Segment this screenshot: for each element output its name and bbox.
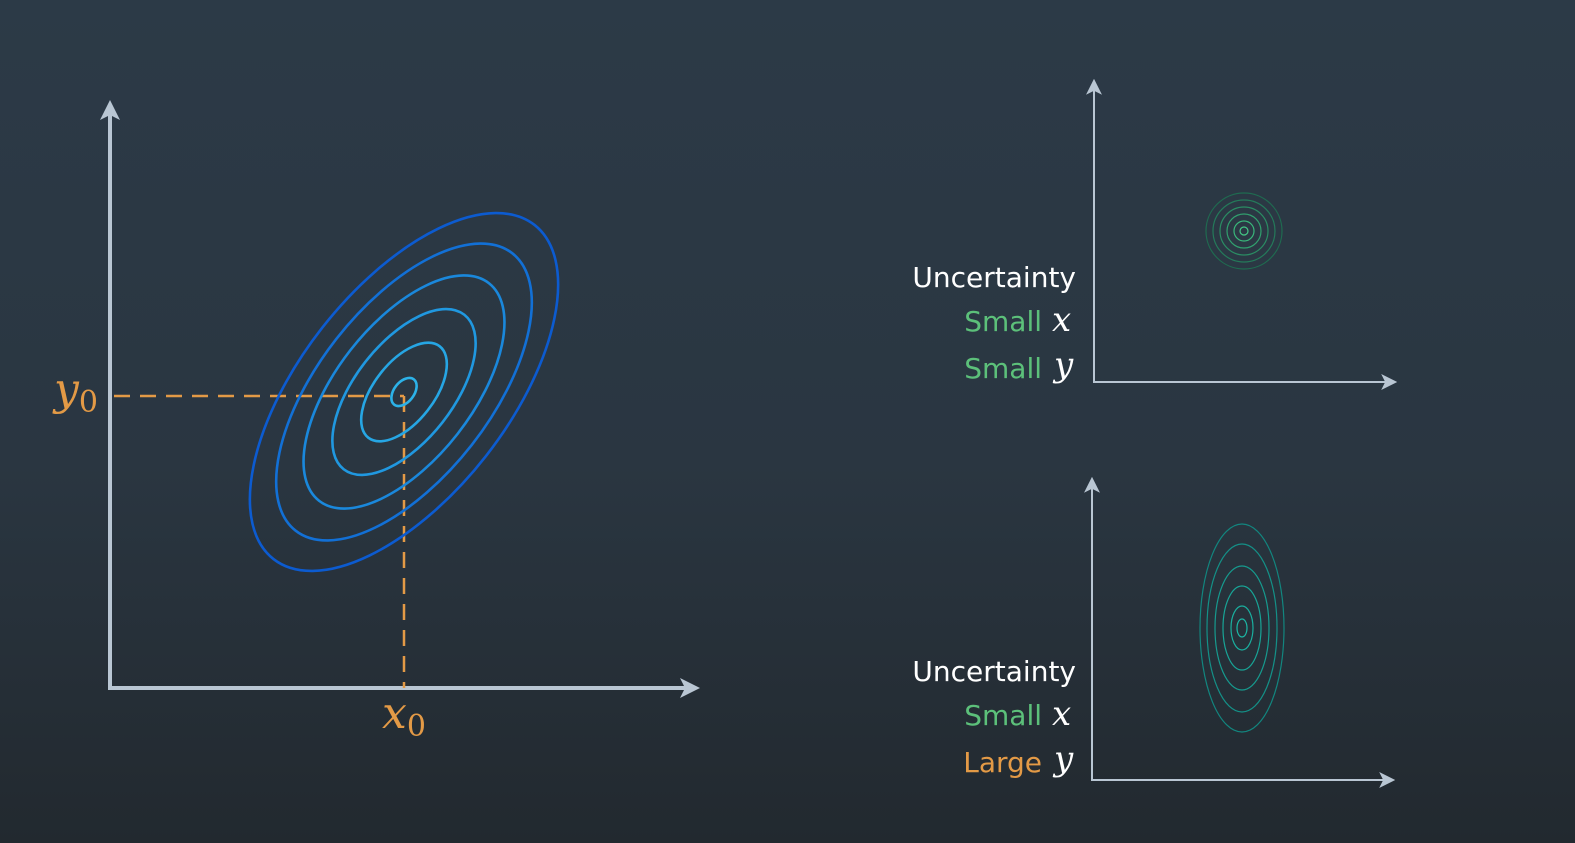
main-ellipse-3 <box>302 274 506 510</box>
panel-top-heading: Uncertainty <box>912 261 1076 294</box>
x0-label: x0 <box>382 688 426 744</box>
panel-top-row2-var: y <box>1052 345 1074 385</box>
panel-bottom-row1-var: x <box>1052 694 1071 734</box>
panel-top-row2-size: Small <box>964 352 1042 385</box>
bottom-ellipse-6 <box>1236 618 1248 638</box>
panel-top-ellipse-contours <box>1205 192 1283 270</box>
top-ellipse-3 <box>1219 206 1269 256</box>
top-ellipse-4 <box>1226 213 1262 249</box>
bottom-ellipse-1 <box>1199 523 1285 733</box>
main-ellipse-1 <box>248 211 560 573</box>
main-ellipse-5 <box>359 341 449 443</box>
main-ellipse-4 <box>331 307 477 477</box>
panel-top-row1-var: x <box>1052 300 1071 340</box>
top-ellipse-2 <box>1212 199 1276 263</box>
panel-bottom: Uncertainty Small x Large y <box>912 476 1396 788</box>
bottom-ellipse-5 <box>1230 605 1254 651</box>
main-plot: y0 x0 <box>52 100 700 744</box>
panel-bottom-row1-size: Small <box>964 699 1042 732</box>
panel-bottom-ellipse-contours <box>1199 523 1285 733</box>
main-ellipse-2 <box>274 242 534 542</box>
panel-top-row1-size: Small <box>964 305 1042 338</box>
panel-bottom-heading: Uncertainty <box>912 655 1076 688</box>
bottom-ellipse-2 <box>1206 543 1278 713</box>
panel-bottom-row2-size: Large <box>963 746 1042 779</box>
panel-top: Uncertainty Small x Small y <box>912 78 1398 390</box>
panel-bottom-row2-var: y <box>1052 739 1074 779</box>
main-ellipse-6 <box>390 376 418 408</box>
bottom-ellipse-3 <box>1214 565 1270 691</box>
top-ellipse-6 <box>1239 226 1249 236</box>
main-ellipse-contours <box>248 211 560 573</box>
top-ellipse-1 <box>1205 192 1283 270</box>
y0-label: y0 <box>52 364 98 420</box>
top-ellipse-5 <box>1233 220 1255 242</box>
bottom-ellipse-4 <box>1222 585 1262 671</box>
